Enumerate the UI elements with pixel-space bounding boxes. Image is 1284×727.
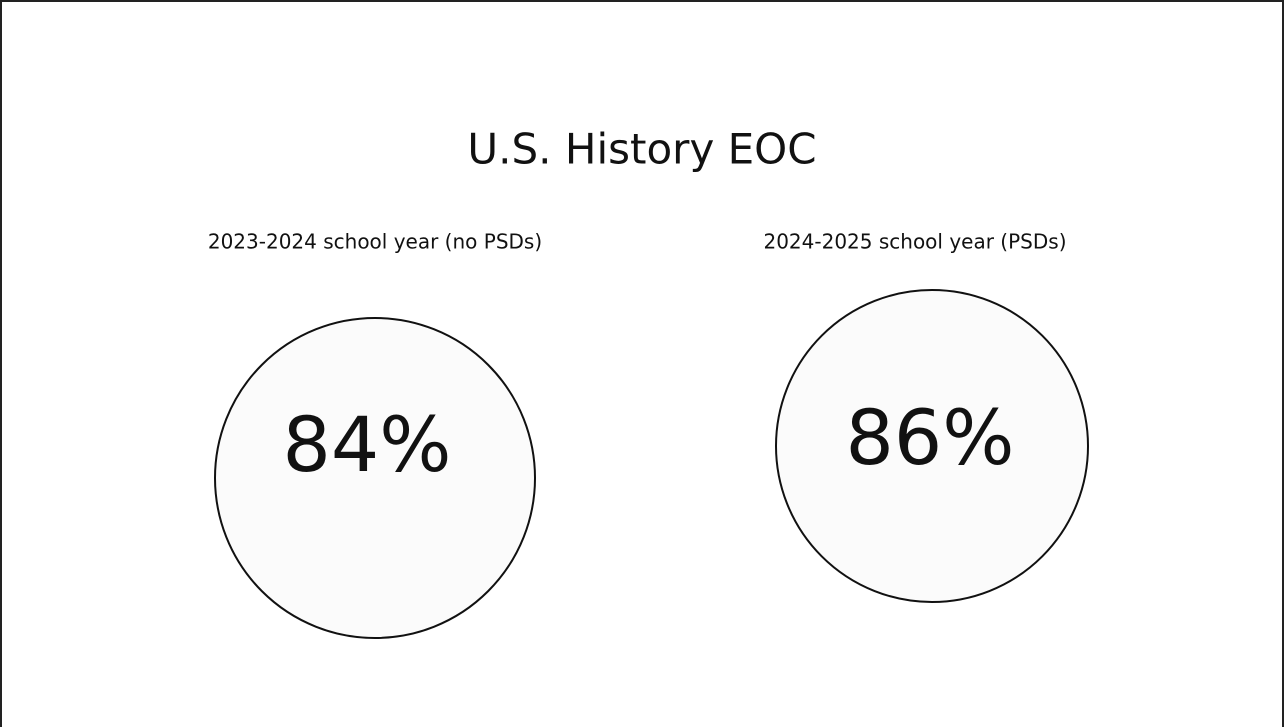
panel-value: 86%: [846, 393, 1015, 482]
value-circle: [214, 317, 536, 639]
panel-label: 2023-2024 school year (no PSDs): [208, 230, 542, 254]
slide-title: U.S. History EOC: [467, 125, 816, 174]
panel-value: 84%: [283, 400, 452, 489]
value-circle: [775, 289, 1089, 603]
panel-label: 2024-2025 school year (PSDs): [763, 230, 1066, 254]
